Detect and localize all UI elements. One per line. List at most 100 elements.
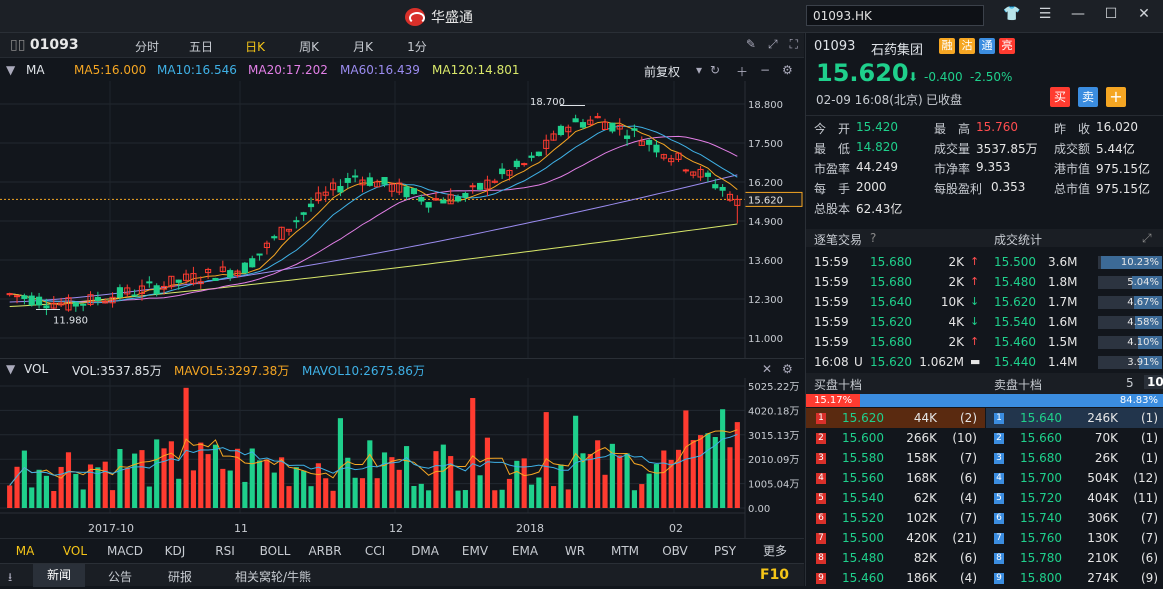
settings-icon[interactable]: ⚙ bbox=[782, 63, 793, 77]
collapse-icon[interactable]: ▼ bbox=[6, 63, 16, 77]
depth-10-option[interactable]: 10 bbox=[1144, 375, 1163, 389]
indicator-tab-更多[interactable]: 更多 bbox=[762, 544, 787, 558]
ask-row[interactable]: 6 15.740 306K (7) bbox=[986, 508, 1163, 528]
volume-bar bbox=[477, 475, 483, 508]
fullscreen-icon[interactable]: ⛶ bbox=[789, 37, 798, 51]
indicator-tab-KDJ[interactable]: KDJ bbox=[164, 543, 186, 558]
period-tab-1[interactable]: 五日 bbox=[188, 40, 213, 54]
close-icon[interactable]: ✕ bbox=[1138, 6, 1150, 22]
bid-orders: (10) bbox=[952, 431, 977, 445]
depth-5-option[interactable]: 5 bbox=[1126, 376, 1134, 390]
bid-volume: 266K bbox=[906, 431, 937, 445]
volume-bar bbox=[227, 470, 233, 508]
stat-value: 975.15亿 bbox=[1096, 162, 1150, 176]
ticks-title[interactable]: 逐笔交易 bbox=[814, 233, 863, 247]
volume-bar bbox=[448, 456, 454, 508]
add-watchlist-button[interactable]: + bbox=[1106, 87, 1126, 107]
ask-row[interactable]: 7 15.760 130K (7) bbox=[986, 528, 1163, 548]
bid-level: 2 bbox=[816, 433, 826, 444]
stat-value: 14.820 bbox=[856, 140, 898, 154]
stat-label: 市净率 bbox=[934, 162, 971, 176]
tab-research[interactable]: 研报 bbox=[168, 570, 193, 584]
draw-icon[interactable]: ✎ bbox=[745, 37, 756, 51]
stat-label: 总市值 bbox=[1054, 182, 1091, 196]
help-icon[interactable]: ? bbox=[870, 231, 877, 245]
adjust-select[interactable]: 前复权 bbox=[644, 65, 681, 79]
add-icon[interactable]: ＋ bbox=[736, 65, 749, 79]
indicator-tab-DMA[interactable]: DMA bbox=[411, 543, 439, 558]
f10-button[interactable]: F10 bbox=[760, 567, 790, 583]
volume-chart[interactable]: 5025.22万 4020.18万 3015.13万 2010.09万 1005.04万… bbox=[0, 378, 804, 538]
vol-collapse-icon[interactable]: ▼ bbox=[6, 362, 16, 376]
period-tab-5[interactable]: 1分 bbox=[407, 40, 427, 54]
bid-row[interactable]: 3 15.580 158K (7) bbox=[806, 448, 985, 468]
volume-bar bbox=[639, 484, 645, 508]
period-tab-2[interactable]: 日K bbox=[245, 40, 265, 54]
ask-row[interactable]: 1 15.640 246K (1) bbox=[986, 408, 1163, 428]
ask-row[interactable]: 5 15.720 404K (11) bbox=[986, 488, 1163, 508]
ask-row[interactable]: 9 15.800 274K (9) bbox=[986, 568, 1163, 588]
tick-direction-icon: ↓ bbox=[970, 295, 980, 308]
volume-bar bbox=[102, 461, 108, 508]
stats-title[interactable]: 成交统计 bbox=[994, 233, 1043, 247]
indicator-tab-VOL[interactable]: VOL bbox=[62, 543, 88, 558]
bid-row[interactable]: 9 15.460 186K (4) bbox=[806, 568, 985, 588]
refresh-icon[interactable]: ↻ bbox=[710, 63, 721, 77]
indicator-tab-WR[interactable]: WR bbox=[564, 543, 586, 558]
bid-row[interactable]: 4 15.560 168K (6) bbox=[806, 468, 985, 488]
period-tab-0[interactable]: 分时 bbox=[134, 40, 159, 54]
volume-bar bbox=[617, 455, 623, 508]
expand-ticks-icon[interactable]: ⤢ bbox=[1142, 231, 1152, 245]
period-tab-4[interactable]: 月K bbox=[353, 40, 373, 54]
candlestick-chart[interactable]: 18.800 17.500 16.200 15.620 14.900 13.600 12.3… bbox=[0, 81, 804, 358]
search-input[interactable] bbox=[806, 5, 984, 26]
candle bbox=[469, 185, 476, 188]
bid-row[interactable]: 8 15.480 82K (6) bbox=[806, 548, 985, 568]
window-controls: 👕 ☰ — ☐ ✕ bbox=[1003, 6, 1153, 22]
indicator-tab-MACD[interactable]: MACD bbox=[107, 543, 143, 558]
indicator-tab-EMA[interactable]: EMA bbox=[511, 543, 539, 558]
candle bbox=[337, 185, 344, 193]
ask-row[interactable]: 3 15.680 26K (1) bbox=[986, 448, 1163, 468]
period-tab-3[interactable]: 周K bbox=[299, 40, 319, 54]
indicator-tab-BOLL[interactable]: BOLL bbox=[259, 543, 291, 558]
bid-row[interactable]: 2 15.600 266K (10) bbox=[806, 428, 985, 448]
candle bbox=[227, 270, 234, 278]
indicator-tab-EMV[interactable]: EMV bbox=[461, 543, 489, 558]
maximize-icon[interactable]: ☐ bbox=[1104, 6, 1118, 22]
minimize-icon[interactable]: — bbox=[1071, 6, 1085, 22]
adjust-dropdown-icon[interactable]: ▾ bbox=[696, 63, 703, 77]
indicator-tab-CCI[interactable]: CCI bbox=[364, 543, 386, 558]
indicator-tab-MA[interactable]: MA bbox=[15, 543, 35, 558]
menu-icon[interactable]: ☰ bbox=[1038, 6, 1052, 22]
indicator-tab-PSY[interactable]: PSY bbox=[713, 543, 737, 558]
bid-row[interactable]: 7 15.500 420K (21) bbox=[806, 528, 985, 548]
panel-toggle-icon[interactable]: ▯▯ bbox=[10, 37, 30, 53]
volume-bar bbox=[271, 472, 277, 508]
tab-announce[interactable]: 公告 bbox=[108, 570, 133, 584]
minus-icon[interactable]: − bbox=[760, 63, 771, 77]
vol-settings-icon[interactable]: ⚙ bbox=[782, 362, 793, 376]
expand-icon[interactable]: ⤢ bbox=[767, 37, 778, 51]
indicator-tab-MTM[interactable]: MTM bbox=[610, 543, 640, 558]
bid-row[interactable]: 1 15.620 44K (2) bbox=[806, 408, 985, 428]
sell-button[interactable]: 卖 bbox=[1078, 87, 1098, 107]
tab-news[interactable]: 新闻 bbox=[33, 564, 86, 587]
ask-level: 6 bbox=[994, 513, 1004, 524]
ask-row[interactable]: 4 15.700 504K (12) bbox=[986, 468, 1163, 488]
vol-close-icon[interactable]: ✕ bbox=[762, 362, 773, 376]
bid-row[interactable]: 5 15.540 62K (4) bbox=[806, 488, 985, 508]
low-annotation: 11.980 bbox=[53, 316, 88, 327]
tab-related[interactable]: 相关窝轮/牛熊 bbox=[235, 570, 312, 584]
indicator-tab-OBV[interactable]: OBV bbox=[662, 543, 688, 558]
indicator-tab-ARBR[interactable]: ARBR bbox=[308, 543, 342, 558]
ask-row[interactable]: 8 15.780 210K (6) bbox=[986, 548, 1163, 568]
candle bbox=[675, 152, 682, 160]
download-icon[interactable]: ⭳ bbox=[8, 570, 13, 584]
indicator-tab-RSI[interactable]: RSI bbox=[215, 543, 235, 558]
buy-button[interactable]: 买 bbox=[1050, 87, 1070, 107]
bid-row[interactable]: 6 15.520 102K (7) bbox=[806, 508, 985, 528]
ask-row[interactable]: 2 15.660 70K (1) bbox=[986, 428, 1163, 448]
tick-volume: 2K bbox=[948, 275, 964, 289]
skin-icon[interactable]: 👕 bbox=[1003, 6, 1021, 22]
